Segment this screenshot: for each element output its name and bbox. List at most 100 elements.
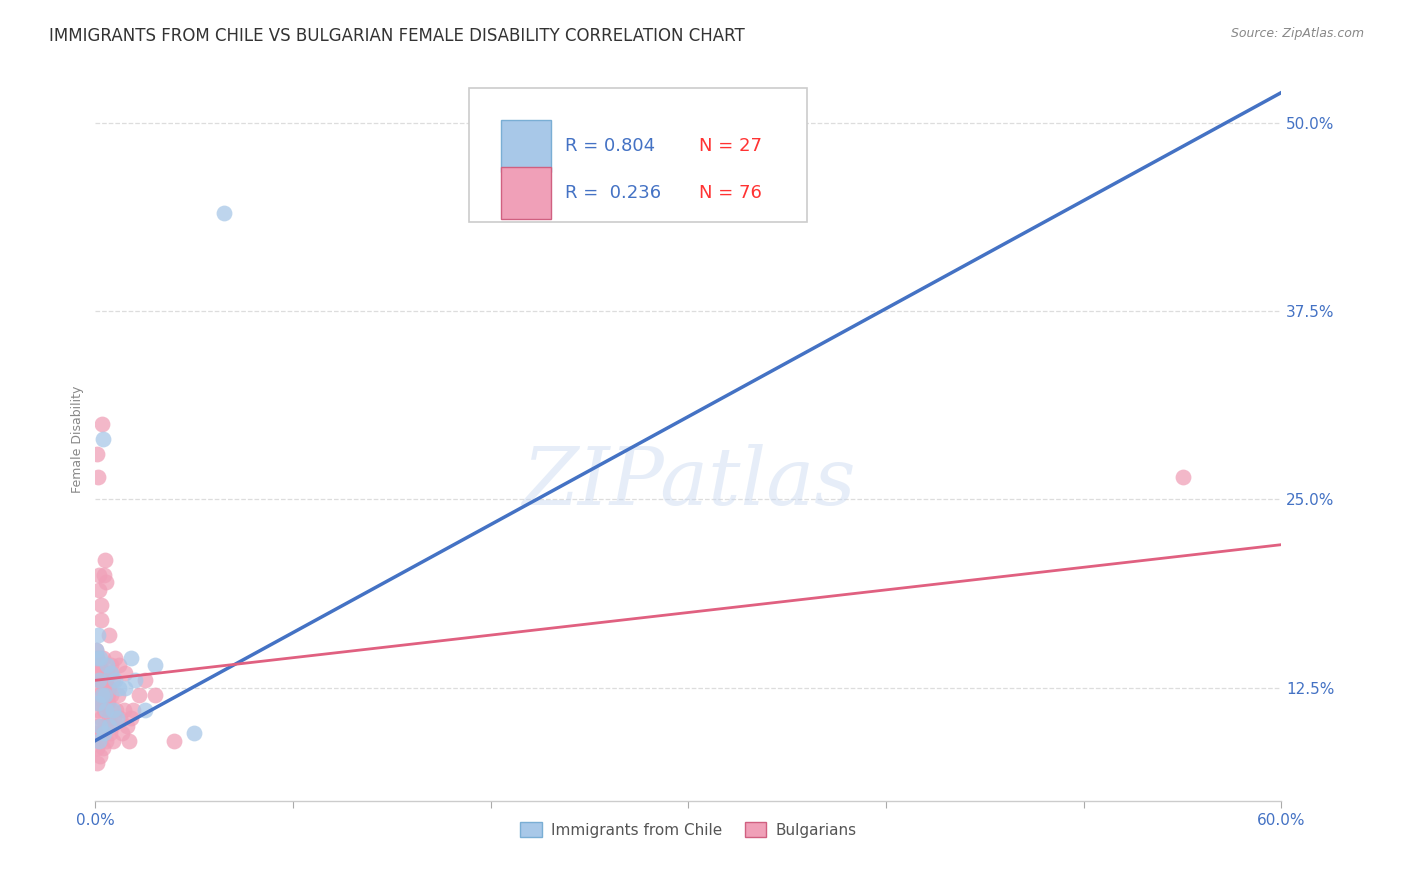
Point [105,703,128,717]
Point [89,658,111,673]
Point [104,673,127,688]
Y-axis label: Female Disability: Female Disability [72,385,84,493]
Point [134,703,156,717]
Point [89,681,111,695]
Point [87,696,110,710]
Point [89,733,111,747]
Point [94,673,117,688]
Point [86,447,108,461]
Point [100,665,122,680]
Point [112,703,135,717]
Legend: Immigrants from Chile, Bulgarians: Immigrants from Chile, Bulgarians [515,816,863,844]
Point [100,689,122,703]
Point [91,689,114,703]
Point [89,673,111,688]
Point [87,696,110,710]
Point [98,718,121,732]
Point [87,658,110,673]
Point [96,696,118,710]
Point [90,673,112,688]
Point [128,689,150,703]
Point [108,681,131,695]
Point [212,206,235,220]
Point [86,741,108,756]
Point [87,718,110,732]
Point [87,567,110,582]
Point [87,673,110,688]
Point [96,665,118,680]
Point [91,689,114,703]
Point [96,658,118,673]
Point [134,673,156,688]
Point [118,733,141,747]
Text: N = 27: N = 27 [699,136,762,155]
Point [97,681,120,695]
Point [111,726,134,740]
Point [94,553,117,567]
Point [93,696,115,710]
Point [97,681,120,695]
Point [91,432,114,446]
Point [100,718,122,732]
Point [100,658,122,673]
Point [89,718,111,732]
Point [86,665,108,680]
Point [97,696,120,710]
Point [86,643,108,657]
Point [94,733,117,747]
Point [96,703,118,717]
Point [143,658,166,673]
Point [124,673,146,688]
Point [90,613,112,627]
Point [108,658,131,673]
Point [96,575,118,590]
Point [89,650,111,665]
Point [93,703,115,717]
Point [87,628,110,642]
Point [89,673,111,688]
Point [94,689,117,703]
Point [120,650,142,665]
Point [86,650,108,665]
Point [90,696,112,710]
Point [105,711,128,725]
Point [163,733,186,747]
Point [94,718,117,732]
Point [98,726,121,740]
FancyBboxPatch shape [501,167,551,219]
Point [100,703,122,717]
Text: IMMIGRANTS FROM CHILE VS BULGARIAN FEMALE DISABILITY CORRELATION CHART: IMMIGRANTS FROM CHILE VS BULGARIAN FEMAL… [49,27,745,45]
Point [86,726,108,740]
Point [87,689,110,703]
Point [114,681,136,695]
Point [87,733,110,747]
Point [97,711,120,725]
Point [93,681,115,695]
Point [90,726,112,740]
Point [96,689,118,703]
Point [89,582,111,597]
Point [90,711,112,725]
Text: R = 0.804: R = 0.804 [565,136,655,155]
Text: N = 76: N = 76 [699,184,762,202]
Point [87,470,110,484]
Point [91,417,114,431]
Point [115,718,138,732]
Point [1171,470,1194,484]
Point [91,650,114,665]
Point [86,650,108,665]
Point [107,689,129,703]
Point [101,703,124,717]
Point [103,711,125,725]
Point [98,665,121,680]
Point [143,689,166,703]
Point [120,711,142,725]
Point [86,643,108,657]
Point [98,628,121,642]
Point [97,689,120,703]
Text: Source: ZipAtlas.com: Source: ZipAtlas.com [1230,27,1364,40]
Point [101,733,124,747]
FancyBboxPatch shape [470,88,807,222]
FancyBboxPatch shape [501,120,551,172]
Point [90,598,112,612]
